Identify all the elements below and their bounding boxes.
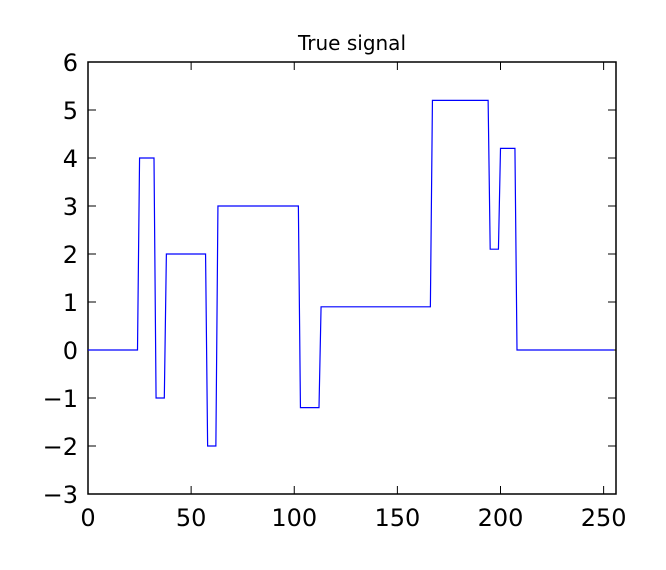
x-tick-label: 250 [581,504,627,532]
y-tick-label: 5 [63,97,78,125]
y-tick-label: 0 [63,337,78,365]
x-tick-label: 100 [271,504,317,532]
x-tick-label: 200 [478,504,524,532]
y-tick-label: −1 [43,385,78,413]
y-tick-label: −2 [43,433,78,461]
y-tick-label: −3 [43,481,78,509]
y-tick-label: 4 [63,145,78,173]
signal-line [88,99,614,447]
y-tick-label: 6 [63,49,78,77]
y-tick-label: 2 [63,241,78,269]
chart-title: True signal [297,31,406,55]
x-tick-label: 0 [80,504,95,532]
x-tick-label: 150 [374,504,420,532]
plot-frame [87,61,617,495]
x-tick-label: 50 [176,504,207,532]
y-tick-label: 1 [63,289,78,317]
y-tick-label: 3 [63,193,78,221]
